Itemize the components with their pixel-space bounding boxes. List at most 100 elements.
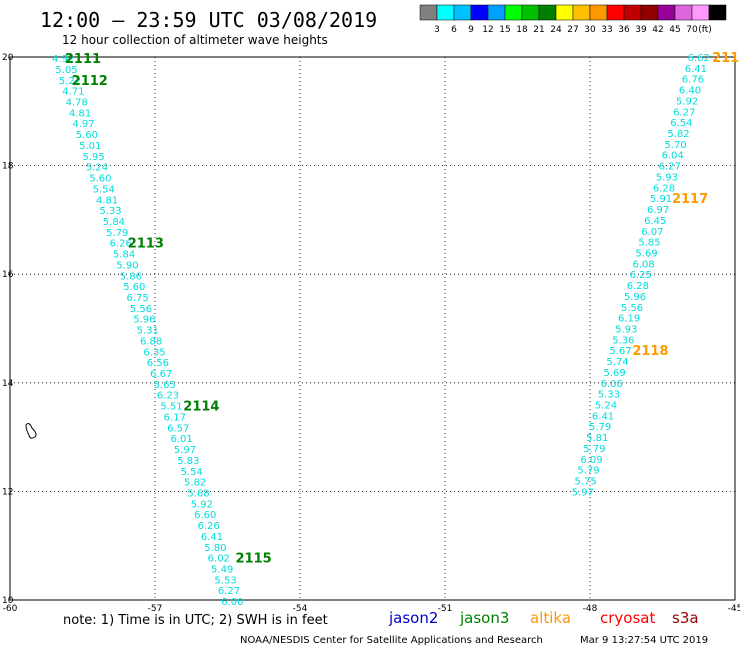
wave-height-value: 5.51	[160, 402, 182, 413]
wave-height-value: 5.96	[624, 292, 646, 303]
wave-height-value: 5.84	[103, 217, 125, 228]
wave-height-value: 5.22	[59, 76, 81, 87]
wave-height-value: 4.92	[52, 54, 74, 65]
wave-height-value: 5.82	[184, 478, 206, 489]
scale-label: 36	[618, 25, 630, 35]
scale-swatch	[708, 4, 727, 21]
wave-height-value: 5.60	[123, 282, 145, 293]
wave-height-value: 5.24	[86, 163, 108, 174]
wave-height-value: 6.75	[126, 293, 148, 304]
wave-height-value: 6.54	[670, 118, 692, 129]
longitude-tick-label: -57	[148, 604, 163, 614]
wave-height-value: 6.07	[641, 227, 663, 238]
wave-height-value: 5.79	[589, 422, 611, 433]
wave-height-value: 5.01	[79, 141, 101, 152]
wave-height-value: 5.75	[575, 477, 597, 488]
legend-cryosat: cryosat	[600, 609, 656, 627]
legend-s3a: s3a	[672, 609, 699, 627]
wave-height-value: 5.74	[606, 357, 628, 368]
latitude-tick-label: 16	[2, 270, 14, 280]
map-frame	[9, 56, 736, 601]
scale-label: 24	[550, 25, 562, 35]
wave-height-value: 6.08	[633, 259, 655, 270]
latitude-tick-label: 10	[2, 596, 14, 606]
pass-time-label: 2118	[632, 344, 668, 359]
wave-height-value: 5.67	[609, 346, 631, 357]
wave-height-value: 6.62	[688, 53, 710, 64]
wave-height-value: 5.54	[93, 184, 115, 195]
wave-height-value: 5.36	[612, 335, 634, 346]
wave-height-value: 5.86	[120, 271, 142, 282]
credit-line: NOAA/NESDIS Center for Satellite Applica…	[240, 635, 543, 646]
wave-height-value: 6.41	[592, 411, 614, 422]
latitude-tick-label: 12	[2, 487, 13, 497]
wave-height-value: 6.27	[218, 586, 240, 597]
wave-height-value: 4.97	[72, 119, 94, 130]
wave-height-value: 5.92	[676, 96, 698, 107]
wave-height-value: 5.79	[577, 466, 599, 477]
wave-height-map: -60 -57 -54 -51 -48 -452018161412104.925.055.…	[2, 51, 740, 614]
longitude-tick-label: -51	[438, 604, 453, 614]
wave-height-value: 5.33	[598, 390, 620, 401]
wave-height-value: 6.04	[662, 151, 684, 162]
wave-height-value: 6.17	[164, 412, 186, 423]
scale-label: 45	[669, 25, 680, 35]
wave-height-value: 6.23	[157, 391, 179, 402]
wave-height-value: 5.49	[211, 565, 233, 576]
scale-label: 15	[499, 25, 510, 35]
wave-height-value: 6.57	[167, 423, 189, 434]
wave-height-value: 5.60	[76, 130, 98, 141]
footer-note: note: 1) Time is in UTC; 2) SWH is in fe…	[63, 613, 328, 628]
page-title: 12:00 — 23:59 UTC 03/08/2019	[40, 8, 378, 32]
generated-timestamp: Mar 9 13:27:54 UTC 2019	[580, 635, 709, 646]
latitude-tick-label: 14	[2, 379, 14, 389]
wave-height-value: 6.01	[170, 434, 192, 445]
wave-height-value: 4.71	[62, 87, 84, 98]
wave-height-value: 5.82	[667, 129, 689, 140]
wave-height-value: 5.70	[664, 140, 686, 151]
pass-time-label: 2112	[72, 74, 108, 89]
wave-height-value: 6.41	[201, 532, 223, 543]
longitude-tick-label: -54	[293, 604, 308, 614]
wave-height-value: 6.45	[644, 216, 666, 227]
longitude-tick-label: -48	[583, 604, 598, 614]
wave-height-value: 5.96	[133, 315, 155, 326]
wave-height-value: 5.24	[595, 401, 617, 412]
wave-height-value: 5.31	[137, 326, 159, 337]
scale-label: 12	[482, 25, 493, 35]
wave-height-value: 5.54	[181, 467, 203, 478]
wave-height-value: 5.60	[89, 174, 111, 185]
wave-height-value: 5.80	[204, 543, 226, 554]
wave-height-value: 5.56	[130, 304, 152, 315]
page-subtitle: 12 hour collection of altimeter wave hei…	[62, 33, 328, 47]
wave-height-value: 6.67	[150, 369, 172, 380]
wave-height-value: 6.28	[627, 281, 649, 292]
wave-height-value: 5.65	[154, 380, 176, 391]
scale-label: 33	[601, 25, 612, 35]
latitude-tick-label: 18	[2, 162, 14, 172]
wave-height-value: 6.06	[601, 379, 623, 390]
pass-time-label: 2113	[128, 237, 164, 252]
pass-time-label: 2116	[712, 51, 740, 66]
wave-height-value: 5.05	[55, 65, 77, 76]
pass-time-label: 2111	[65, 52, 101, 67]
scale-unit: (ft)	[698, 25, 712, 35]
wave-height-value: 5.84	[113, 250, 135, 261]
wave-height-value: 6.27	[659, 162, 681, 173]
wave-height-value: 6.26	[110, 239, 132, 250]
pass-time-label: 2115	[236, 552, 272, 567]
wave-height-value: 5.53	[214, 575, 236, 586]
legend-altika: altika	[530, 609, 572, 627]
wave-height-value: 5.95	[82, 152, 104, 163]
wave-height-value: 6.56	[147, 358, 169, 369]
wave-height-value: 6.02	[208, 554, 230, 565]
wave-height-value: 5.56	[621, 303, 643, 314]
wave-height-value: 5.69	[604, 368, 626, 379]
wave-height-value: 5.79	[106, 228, 128, 239]
wave-height-value: 4.81	[96, 195, 118, 206]
wave-height-value: 5.83	[177, 456, 199, 467]
wave-height-value: 5.81	[586, 433, 608, 444]
wave-height-value: 5.91	[650, 194, 672, 205]
scale-label: 3	[434, 25, 440, 35]
